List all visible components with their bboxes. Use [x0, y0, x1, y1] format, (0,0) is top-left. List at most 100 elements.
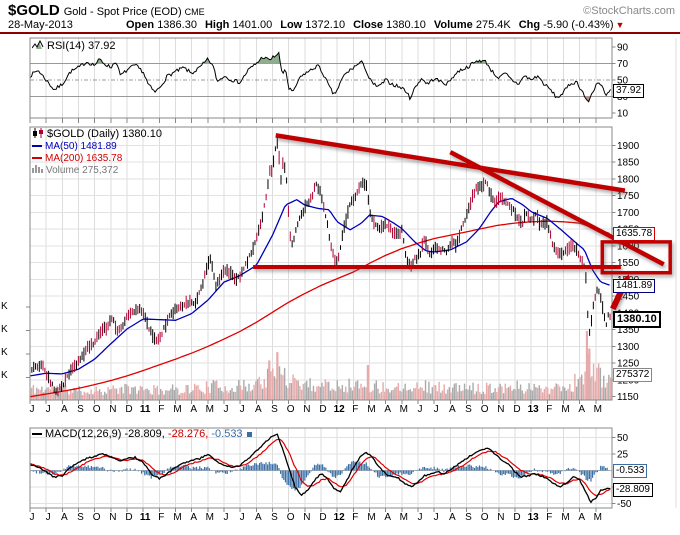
rsi-legend: RSI(14) 37.92: [31, 39, 116, 52]
svg-text:N: N: [109, 404, 116, 415]
svg-text:A: A: [190, 404, 197, 415]
instrument-name: Gold - Spot Price (EOD): [63, 6, 182, 18]
svg-text:F: F: [546, 512, 552, 523]
ma200-legend-label: MA(200) 1635.78: [45, 152, 123, 164]
svg-text:12: 12: [334, 512, 346, 523]
change-down-triangle-icon: ▼: [615, 20, 625, 30]
svg-text:13: 13: [528, 404, 540, 415]
quote-date: 28-May-2013: [8, 19, 73, 31]
svg-text:D: D: [319, 512, 326, 523]
svg-text:50: 50: [617, 76, 629, 87]
quote-open: Open 1386.30: [126, 19, 197, 31]
svg-text:O: O: [93, 512, 101, 523]
svg-text:F: F: [546, 404, 552, 415]
svg-text:O: O: [287, 512, 295, 523]
svg-text:A: A: [384, 404, 391, 415]
svg-text:S: S: [271, 512, 278, 523]
svg-text:1850: 1850: [617, 158, 640, 169]
svg-text:1700: 1700: [617, 208, 640, 219]
volume-bars-icon: [32, 164, 43, 176]
svg-text:S: S: [465, 512, 472, 523]
macd-value: -28.809,: [124, 428, 165, 440]
svg-text:1300: 1300: [617, 342, 640, 353]
svg-text:D: D: [125, 404, 132, 415]
svg-text:J: J: [224, 404, 229, 415]
price-legend: $GOLD (Daily) 1380.10 MA(50) 1481.89 MA(…: [32, 127, 162, 176]
ma200-value-flag: 1635.78: [613, 227, 656, 241]
svg-text:J: J: [240, 404, 245, 415]
svg-text:J: J: [224, 512, 229, 523]
rsi-legend-label: RSI(14) 37.92: [47, 40, 116, 52]
svg-text:1550: 1550: [617, 258, 640, 269]
svg-text:S: S: [465, 404, 472, 415]
svg-text:J: J: [30, 512, 35, 523]
gridlines: [30, 38, 677, 508]
ma50-line-swatch: [32, 145, 42, 147]
volume-axis-label-2: K: [1, 324, 8, 335]
svg-text:N: N: [109, 512, 116, 523]
svg-text:13: 13: [528, 512, 540, 523]
svg-text:N: N: [497, 512, 504, 523]
quote-change: Chg -5.90 (-0.43%) ▼: [518, 19, 625, 31]
svg-text:O: O: [481, 512, 489, 523]
svg-text:S: S: [77, 512, 84, 523]
ma200-line-swatch: [32, 157, 42, 159]
svg-text:1750: 1750: [617, 191, 640, 202]
svg-text:J: J: [434, 404, 439, 415]
quote-row: 28-May-2013 Open 1386.30 High 1401.00 Lo…: [8, 19, 632, 31]
macd-series: [30, 433, 611, 504]
svg-text:F: F: [352, 512, 358, 523]
svg-text:M: M: [594, 404, 602, 415]
svg-text:A: A: [449, 404, 456, 415]
svg-text:M: M: [173, 404, 181, 415]
svg-text:A: A: [578, 404, 585, 415]
macd-value-flag: -28.809: [613, 483, 653, 497]
quote-high: High 1401.00: [204, 19, 273, 31]
svg-text:J: J: [46, 404, 51, 415]
candlestick-icon: [32, 127, 44, 141]
svg-text:F: F: [158, 404, 164, 415]
svg-text:J: J: [30, 404, 35, 415]
svg-text:1800: 1800: [617, 174, 640, 185]
svg-text:50: 50: [617, 433, 629, 444]
exchange-label: CME: [184, 7, 205, 17]
svg-text:S: S: [271, 404, 278, 415]
close-value-flag: 1380.10: [613, 311, 661, 328]
macd-hist-flag: -0.533: [613, 464, 648, 478]
svg-text:10: 10: [617, 109, 629, 120]
volume-axis-label-3: K: [1, 347, 8, 358]
svg-text:J: J: [46, 512, 51, 523]
svg-text:M: M: [400, 404, 408, 415]
svg-text:25: 25: [617, 450, 629, 461]
svg-text:D: D: [319, 404, 326, 415]
svg-text:M: M: [561, 512, 569, 523]
macd-legend: MACD(12,26,9) -28.809, -28.276, -0.533: [32, 428, 255, 440]
ma50-legend-label: MA(50) 1481.89: [45, 140, 117, 152]
axis-labels: 1900185018001750170016501600155015001450…: [30, 43, 640, 524]
quote-close: Close 1380.10: [353, 19, 426, 31]
svg-text:N: N: [303, 404, 310, 415]
svg-text:N: N: [303, 512, 310, 523]
svg-text:1150: 1150: [617, 392, 639, 403]
rsi-value-flag: 37.92: [613, 84, 645, 98]
volume-value-flag: 275372: [613, 368, 653, 382]
chart-header: $GOLD Gold - Spot Price (EOD) CME: [8, 2, 205, 19]
macd-signal-value: -28.276,: [167, 428, 209, 440]
svg-text:70: 70: [617, 59, 629, 70]
svg-text:D: D: [513, 512, 520, 523]
svg-text:A: A: [61, 404, 68, 415]
panel-frames: [26, 37, 616, 512]
macd-line-swatch: [32, 433, 42, 435]
moving-averages: [30, 198, 610, 398]
svg-text:90: 90: [617, 43, 629, 54]
svg-text:12: 12: [334, 404, 346, 415]
volume-axis-label-4: K: [1, 370, 8, 381]
svg-text:F: F: [158, 512, 164, 523]
svg-text:J: J: [434, 512, 439, 523]
svg-text:M: M: [367, 404, 375, 415]
svg-text:M: M: [561, 404, 569, 415]
ticker-symbol: $GOLD: [8, 2, 60, 19]
svg-text:A: A: [255, 512, 262, 523]
svg-text:1900: 1900: [617, 141, 640, 152]
